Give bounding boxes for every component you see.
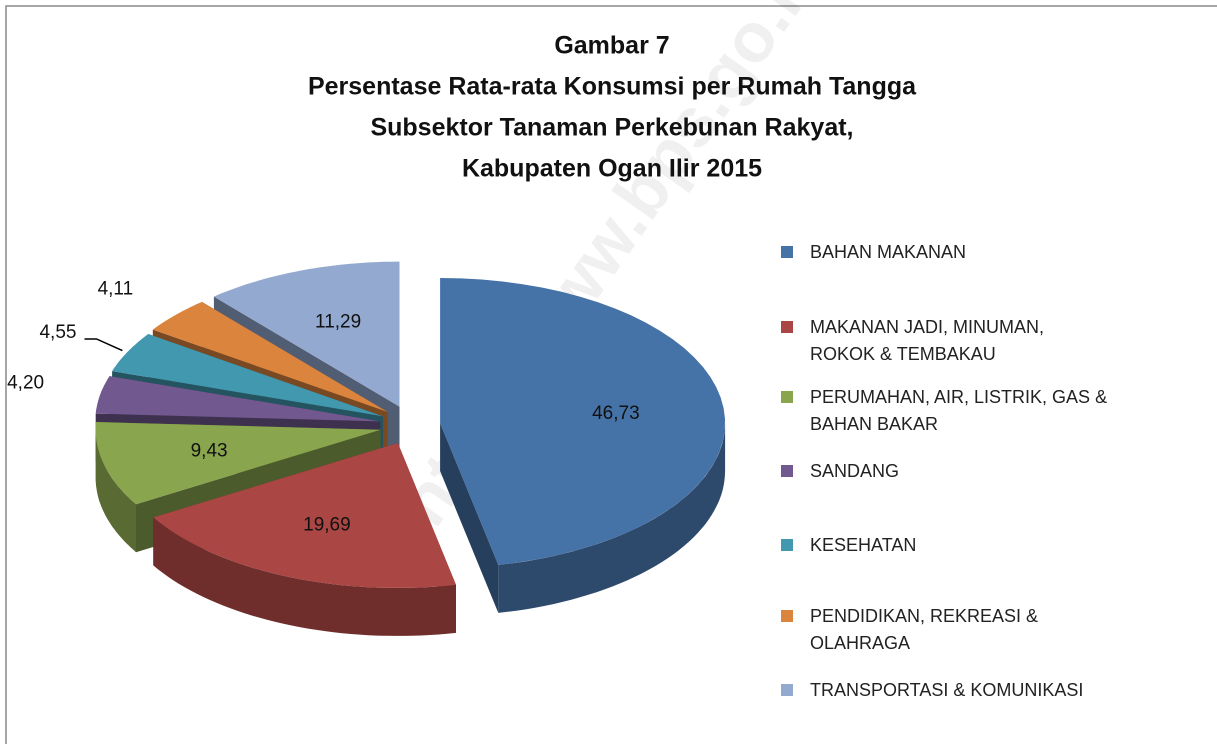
legend-swatch: [781, 246, 793, 258]
slice: [112, 334, 383, 417]
slice-wall: [153, 517, 457, 636]
legend-swatch: [781, 684, 793, 696]
legend-swatch: [781, 610, 793, 622]
legend-swatch: [781, 321, 793, 333]
data-label: 4,11: [98, 279, 134, 300]
slice: [213, 261, 400, 407]
legend-label: KESEHATAN: [810, 535, 917, 555]
slice: [152, 301, 388, 412]
data-label: 9,43: [191, 440, 228, 461]
chart-title: Gambar 7: [554, 32, 669, 60]
legend-swatch: [781, 391, 793, 403]
legend-label: PERUMAHAN, AIR, LISTRIK, GAS & BAHAN BAK…: [810, 387, 1108, 434]
chart-title: Kabupaten Ogan Ilir 2015: [462, 155, 762, 183]
slice: [153, 443, 457, 588]
leader-line: [84, 338, 123, 352]
data-label: 4,20: [7, 372, 44, 393]
chart-title: Persentase Rata-rata Konsumsi per Rumah …: [308, 73, 917, 101]
legend-label: BAHAN MAKANAN: [810, 242, 967, 262]
data-label: 19,69: [303, 514, 351, 535]
legend-label: TRANSPORTASI & KOMUNIKASI: [810, 680, 1084, 700]
legend-swatch: [781, 539, 793, 551]
data-label: 4,55: [39, 322, 76, 343]
slice: [95, 376, 381, 422]
slice-wall: [95, 429, 136, 553]
legend-label: MAKANAN JADI, MINUMAN, ROKOK & TEMBAKAU: [810, 317, 1045, 364]
legend-label: SANDANG: [810, 461, 900, 481]
slice-wall: [498, 423, 726, 613]
legend-label: PENDIDIKAN, REKREASI & OLAHRAGA: [810, 606, 1039, 653]
slice: [95, 422, 381, 505]
chart-title: Subsektor Tanaman Perkebunan Rakyat,: [370, 114, 853, 142]
slice-side: [440, 423, 499, 613]
data-label: 11,29: [315, 311, 361, 332]
slice: [440, 278, 725, 565]
legend-swatch: [781, 465, 793, 477]
data-label: 46,73: [592, 403, 640, 424]
